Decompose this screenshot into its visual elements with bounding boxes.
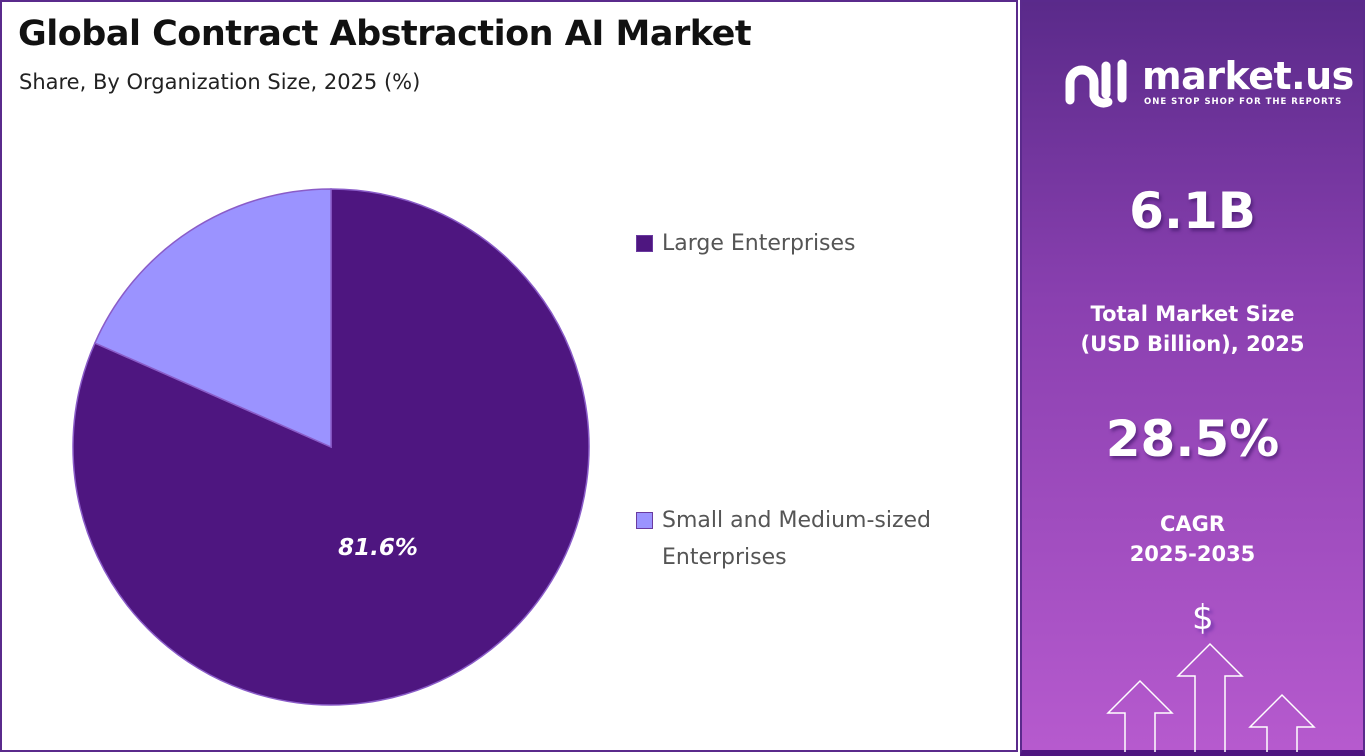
market-size-value: 6.1B <box>1129 182 1256 240</box>
pie-chart: 81.6% <box>72 188 590 706</box>
cagr-label: CAGR <box>1159 512 1226 536</box>
summary-panel: market.us ONE STOP SHOP FOR THE REPORTS … <box>1020 0 1365 756</box>
legend-swatch <box>636 235 653 252</box>
legend-label: Large Enterprises <box>662 231 856 256</box>
chart-title: Global Contract Abstraction AI Market <box>18 14 752 54</box>
cagr-period: 2025-2035 <box>1129 542 1256 566</box>
brand-tagline: ONE STOP SHOP FOR THE REPORTS <box>1144 97 1343 107</box>
pie-slice-1 <box>93 188 332 449</box>
legend-label: Small and Medium-sized Enterprises <box>662 508 932 570</box>
growth-arrows-icon <box>1106 642 1316 752</box>
legend-swatch <box>636 512 653 529</box>
market-size-label: Total Market Size (USD Billion), 2025 <box>1080 302 1305 356</box>
legend-item-large: Large Enterprises <box>636 225 856 262</box>
pie-slice-0 <box>72 188 590 706</box>
dollar-icon: $ <box>1192 598 1214 638</box>
brand-name: market.us <box>1142 54 1354 98</box>
chart-subtitle: Share, By Organization Size, 2025 (%) <box>19 70 421 94</box>
market-us-logo-icon <box>1065 59 1127 108</box>
legend-item-sme: Small and Medium-sized Enterprises <box>636 502 996 576</box>
chart-panel: Global Contract Abstraction AI Market Sh… <box>0 0 1018 752</box>
cagr-value: 28.5% <box>1105 410 1280 468</box>
data-label: 81.6% <box>338 535 418 561</box>
